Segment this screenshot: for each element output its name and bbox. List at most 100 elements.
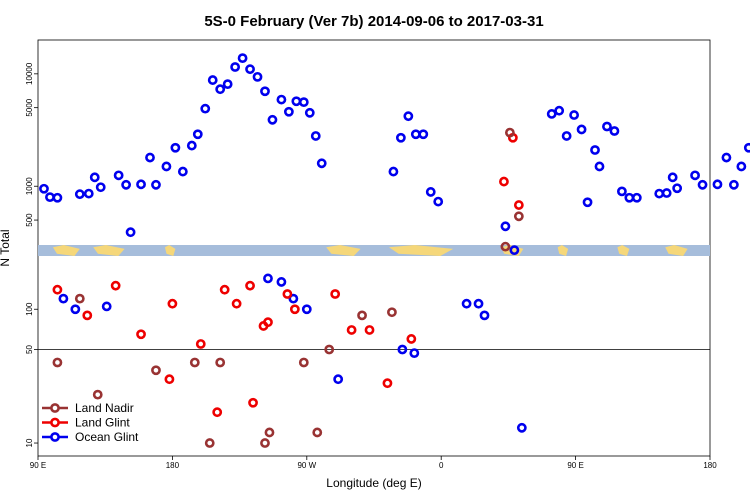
land-nadir-point: [92, 389, 103, 400]
map-landmass: [52, 245, 80, 256]
ocean-glint-point: [121, 179, 132, 190]
ocean-glint-point: [301, 304, 312, 315]
ocean-glint-point: [136, 179, 146, 190]
y-tick-label: 500: [25, 213, 34, 227]
land-glint-point: [245, 280, 255, 291]
map-landmass: [617, 245, 630, 256]
ocean-glint-point: [310, 131, 321, 141]
x-tick-label: 180: [703, 461, 717, 470]
ocean-glint-point: [616, 186, 627, 197]
land-nadir-point: [151, 365, 161, 376]
land-glint-point: [382, 378, 393, 389]
land-glint-point: [282, 289, 293, 299]
ocean-glint-point: [200, 103, 211, 114]
ocean-glint-point: [283, 106, 294, 117]
ocean-glint-point: [151, 179, 161, 190]
map-water: [38, 245, 710, 256]
ocean-glint-point: [215, 84, 226, 95]
land-glint-point: [364, 325, 375, 335]
ocean-glint-point: [276, 277, 287, 287]
ocean-glint-point: [222, 79, 233, 90]
ocean-glint-point: [177, 166, 188, 177]
ocean-glint-point: [743, 142, 750, 153]
ocean-glint-point: [433, 196, 444, 207]
ocean-glint-point: [52, 192, 63, 203]
land-glint-point: [330, 289, 341, 299]
ocean-glint-point: [500, 221, 511, 232]
land-glint-point: [164, 374, 175, 385]
land-glint-point: [406, 334, 417, 344]
ocean-glint-point: [316, 158, 327, 169]
x-axis-label: Longitude (deg E): [326, 476, 421, 490]
map-landmass: [93, 245, 125, 256]
chart-title: 5S-0 February (Ver 7b) 2014-09-06 to 201…: [204, 13, 543, 30]
land-nadir-point: [215, 357, 226, 368]
legend-marker-ocean-glint: [50, 432, 60, 442]
ocean-glint-point: [661, 188, 672, 198]
land-glint-point: [195, 339, 206, 349]
ocean-glint-point: [83, 188, 94, 199]
ocean-glint-point: [145, 152, 155, 163]
y-axis-upper: 500 1000 5000 10000: [25, 62, 38, 227]
land-nadir-point: [312, 427, 323, 438]
ocean-glint-point: [516, 422, 527, 433]
ocean-glint-point: [89, 172, 100, 183]
ocean-glint-point: [39, 183, 49, 194]
data-points: [39, 53, 750, 448]
x-tick-label: 90 E: [567, 461, 583, 470]
land-glint-point: [513, 200, 524, 210]
ocean-glint-point: [672, 183, 683, 194]
ocean-glint-point: [125, 227, 136, 238]
ocean-glint-point: [95, 182, 106, 193]
land-glint-point: [231, 298, 242, 309]
legend-label-land-glint: Land Glint: [75, 416, 130, 430]
ocean-glint-point: [569, 110, 580, 120]
land-glint-point: [110, 280, 121, 291]
legend-marker-land-nadir: [50, 403, 60, 413]
ocean-glint-point: [554, 105, 565, 116]
land-glint-point: [346, 325, 357, 335]
ocean-glint-point: [509, 245, 520, 256]
land-nadir-point: [189, 357, 200, 368]
ocean-glint-point: [388, 166, 399, 177]
ocean-glint-point: [736, 161, 747, 172]
legend-marker-land-glint: [50, 417, 60, 428]
ocean-glint-point: [298, 97, 309, 108]
y-axis-lower: 10 50 100: [25, 302, 38, 447]
ocean-glint-point: [101, 301, 112, 312]
ocean-glint-point: [192, 129, 203, 140]
ocean-glint-point: [333, 374, 344, 385]
y-tick-label: 1000: [25, 177, 34, 195]
ocean-glint-point: [697, 179, 708, 190]
land-nadir-point: [298, 357, 309, 368]
x-tick-label: 0: [439, 461, 444, 470]
ocean-glint-point: [631, 192, 642, 203]
land-glint-point: [263, 317, 273, 328]
ocean-glint-point: [276, 94, 287, 105]
ocean-glint-point: [594, 161, 605, 172]
ocean-glint-point: [170, 142, 181, 153]
y-tick-label: 100: [25, 302, 34, 316]
ocean-glint-point: [479, 310, 490, 321]
ocean-glint-point: [728, 179, 739, 190]
land-glint-point: [499, 176, 509, 187]
ocean-glint-point: [690, 170, 700, 181]
ocean-glint-point: [260, 86, 270, 97]
ocean-glint-point: [74, 189, 85, 200]
land-glint-point: [167, 298, 178, 309]
map-landmass: [665, 245, 688, 256]
ocean-glint-point: [230, 62, 241, 72]
land-glint-point: [219, 284, 230, 295]
ocean-glint-point: [161, 161, 172, 172]
land-glint-point: [82, 310, 93, 321]
land-nadir-point: [500, 241, 511, 252]
ocean-glint-point: [252, 71, 263, 82]
land-nadir-point: [504, 127, 515, 138]
ocean-glint-point: [409, 348, 420, 359]
map-landmass: [326, 245, 361, 256]
land-nadir-point: [264, 427, 275, 438]
land-nadir-point: [52, 357, 63, 368]
